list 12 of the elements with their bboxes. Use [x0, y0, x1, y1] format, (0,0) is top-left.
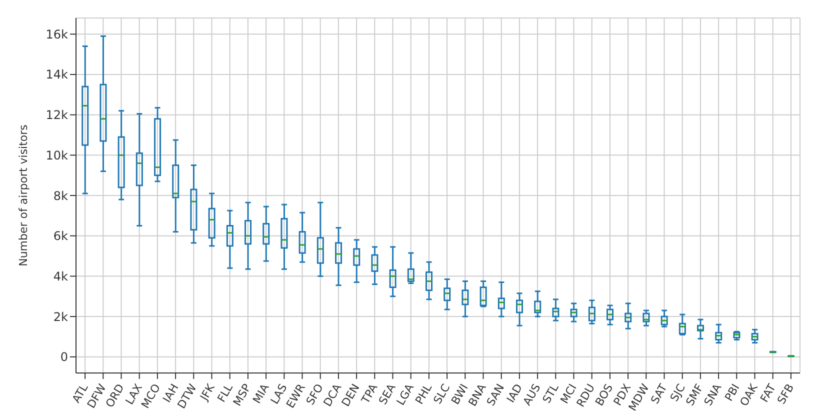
x-tick-label: IAD: [504, 382, 526, 405]
y-tick-label: 10k: [46, 148, 68, 162]
y-tick-label: 12k: [46, 108, 68, 122]
y-tick-label: 2k: [53, 310, 68, 324]
x-tick-label: MIA: [250, 381, 272, 406]
y-tick-label: 14k: [46, 68, 68, 82]
y-tick-label: 16k: [46, 27, 68, 42]
y-tick-label: 0: [60, 350, 68, 364]
y-tick-label: 4k: [53, 269, 68, 284]
y-tick-label: 8k: [53, 188, 68, 203]
y-axis-title: Number of airport visitors: [16, 124, 30, 266]
y-tick-label: 6k: [53, 229, 68, 244]
